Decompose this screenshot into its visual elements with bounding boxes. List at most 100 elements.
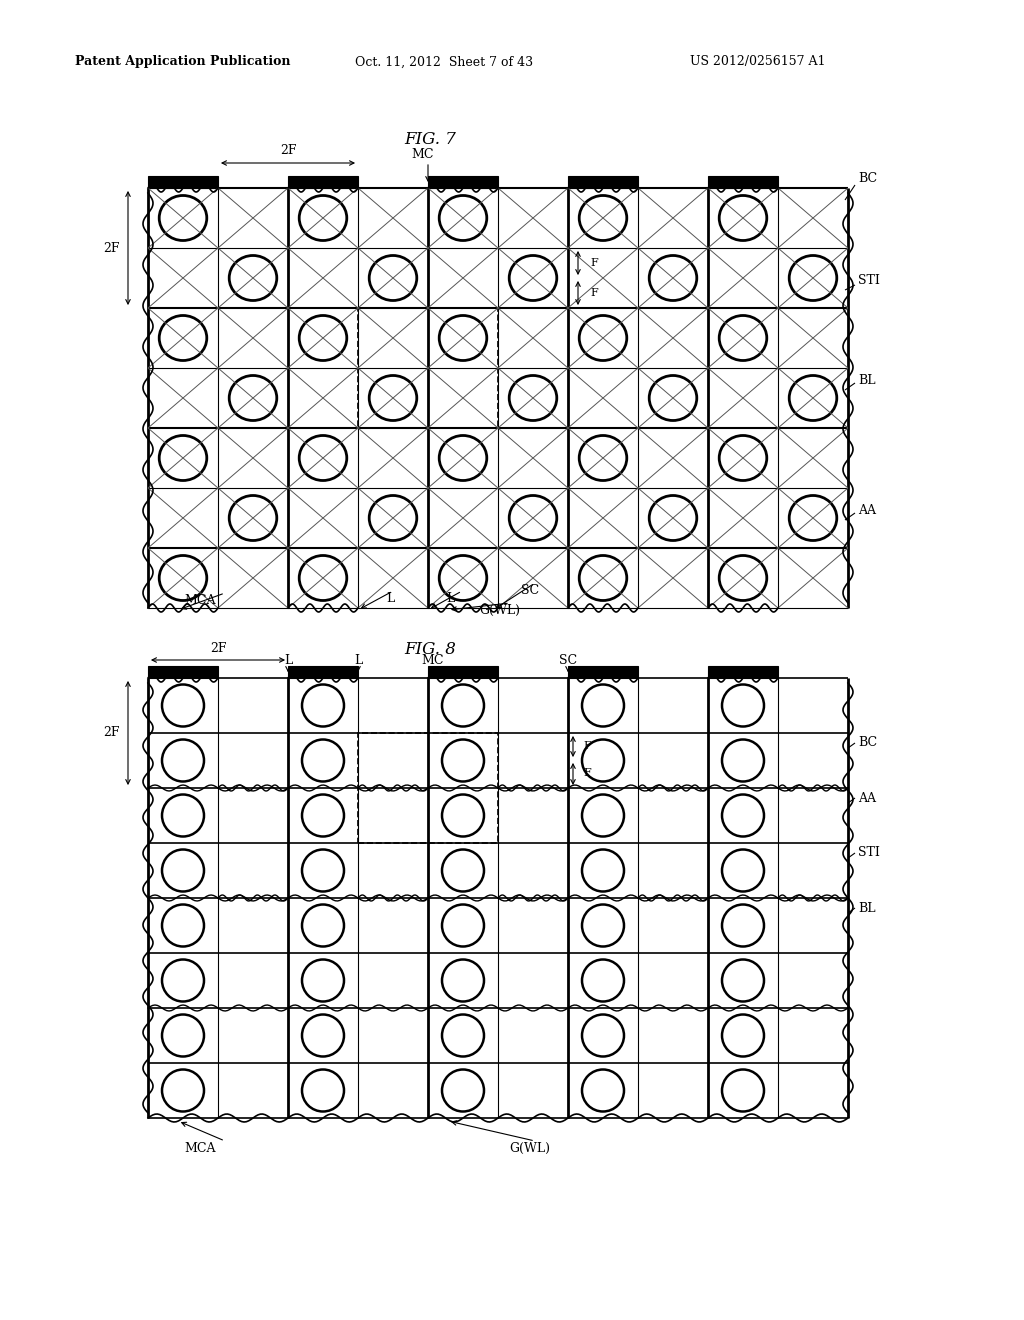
Ellipse shape [159,556,207,601]
Circle shape [582,1069,624,1111]
Ellipse shape [580,556,627,601]
Ellipse shape [299,436,347,480]
Circle shape [302,904,344,946]
Circle shape [302,795,344,837]
Ellipse shape [229,375,276,421]
Circle shape [442,1015,484,1056]
Ellipse shape [299,556,347,601]
Ellipse shape [790,375,837,421]
Ellipse shape [719,195,767,240]
Circle shape [722,960,764,1002]
Ellipse shape [159,315,207,360]
Circle shape [162,960,204,1002]
Ellipse shape [439,436,486,480]
Circle shape [442,904,484,946]
Ellipse shape [509,495,557,540]
Ellipse shape [580,436,627,480]
Circle shape [582,795,624,837]
Bar [428,667,498,678]
Circle shape [302,1015,344,1056]
Circle shape [302,850,344,891]
Circle shape [302,685,344,726]
Text: FIG. 7: FIG. 7 [404,132,456,149]
Bar [568,667,638,678]
Ellipse shape [580,315,627,360]
Circle shape [582,739,624,781]
Ellipse shape [580,195,627,240]
Circle shape [582,960,624,1002]
Ellipse shape [299,315,347,360]
Circle shape [722,1015,764,1056]
Text: 2F: 2F [210,642,226,655]
Text: F: F [583,768,591,777]
Ellipse shape [159,195,207,240]
Circle shape [582,685,624,726]
Text: BC: BC [858,737,878,750]
Circle shape [722,850,764,891]
Text: L: L [354,653,362,667]
Text: 2F: 2F [280,144,296,157]
Ellipse shape [790,495,837,540]
Ellipse shape [649,375,696,421]
Circle shape [722,904,764,946]
Ellipse shape [229,495,276,540]
Text: Patent Application Publication: Patent Application Publication [75,55,291,69]
Ellipse shape [509,375,557,421]
Text: 2F: 2F [103,242,120,255]
Text: L: L [284,653,292,667]
Circle shape [722,795,764,837]
Text: F: F [583,741,591,751]
Ellipse shape [719,315,767,360]
Circle shape [442,960,484,1002]
Ellipse shape [370,495,417,540]
Text: BL: BL [858,374,876,387]
Bar [148,667,218,678]
Bar [358,308,498,428]
Ellipse shape [439,315,486,360]
Circle shape [162,795,204,837]
Circle shape [162,739,204,781]
Bar [148,176,218,187]
Text: STI: STI [858,273,880,286]
Bar [428,176,498,187]
Text: L: L [386,591,394,605]
Text: G(WL): G(WL) [510,1142,551,1155]
Ellipse shape [229,256,276,301]
Circle shape [162,850,204,891]
Text: MC: MC [412,149,434,161]
Text: F: F [590,288,598,298]
Bar [288,176,358,187]
Circle shape [162,685,204,726]
Circle shape [582,1015,624,1056]
Circle shape [442,685,484,726]
Ellipse shape [299,195,347,240]
Bar [708,667,778,678]
Text: Oct. 11, 2012  Sheet 7 of 43: Oct. 11, 2012 Sheet 7 of 43 [355,55,534,69]
Circle shape [442,850,484,891]
Text: BL: BL [858,902,876,915]
Ellipse shape [719,556,767,601]
Circle shape [722,1069,764,1111]
Circle shape [442,795,484,837]
Ellipse shape [159,436,207,480]
Circle shape [442,1069,484,1111]
Text: MCA: MCA [184,1142,216,1155]
Text: L: L [445,591,454,605]
Ellipse shape [509,256,557,301]
Circle shape [582,850,624,891]
Circle shape [582,904,624,946]
Text: G(WL): G(WL) [479,603,520,616]
Ellipse shape [370,375,417,421]
Ellipse shape [370,256,417,301]
Ellipse shape [439,556,486,601]
Text: MCA: MCA [184,594,216,606]
Bar [288,667,358,678]
Circle shape [722,685,764,726]
Text: 2F: 2F [103,726,120,739]
Circle shape [162,1015,204,1056]
Text: BC: BC [858,172,878,185]
Text: SC: SC [559,653,578,667]
Circle shape [442,739,484,781]
Ellipse shape [649,256,696,301]
Ellipse shape [790,256,837,301]
